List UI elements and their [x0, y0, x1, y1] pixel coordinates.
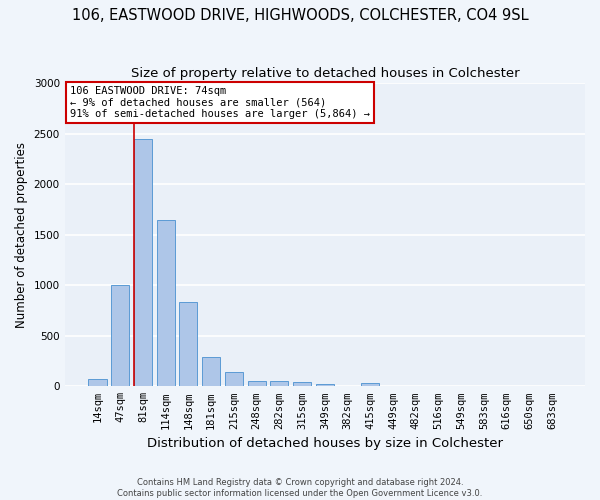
Bar	[316, 384, 334, 386]
Y-axis label: Number of detached properties: Number of detached properties	[15, 142, 28, 328]
Bar	[225, 372, 243, 386]
Bar	[157, 220, 175, 386]
Bar	[111, 285, 129, 386]
Bar	[88, 379, 107, 386]
Bar	[248, 382, 266, 386]
Text: 106 EASTWOOD DRIVE: 74sqm
← 9% of detached houses are smaller (564)
91% of semi-: 106 EASTWOOD DRIVE: 74sqm ← 9% of detach…	[70, 86, 370, 120]
Text: 106, EASTWOOD DRIVE, HIGHWOODS, COLCHESTER, CO4 9SL: 106, EASTWOOD DRIVE, HIGHWOODS, COLCHEST…	[71, 8, 529, 22]
Bar	[361, 384, 379, 386]
Title: Size of property relative to detached houses in Colchester: Size of property relative to detached ho…	[131, 68, 519, 80]
Bar	[202, 357, 220, 386]
Bar	[270, 380, 289, 386]
Bar	[293, 382, 311, 386]
Bar	[179, 302, 197, 386]
X-axis label: Distribution of detached houses by size in Colchester: Distribution of detached houses by size …	[147, 437, 503, 450]
Bar	[134, 138, 152, 386]
Text: Contains HM Land Registry data © Crown copyright and database right 2024.
Contai: Contains HM Land Registry data © Crown c…	[118, 478, 482, 498]
